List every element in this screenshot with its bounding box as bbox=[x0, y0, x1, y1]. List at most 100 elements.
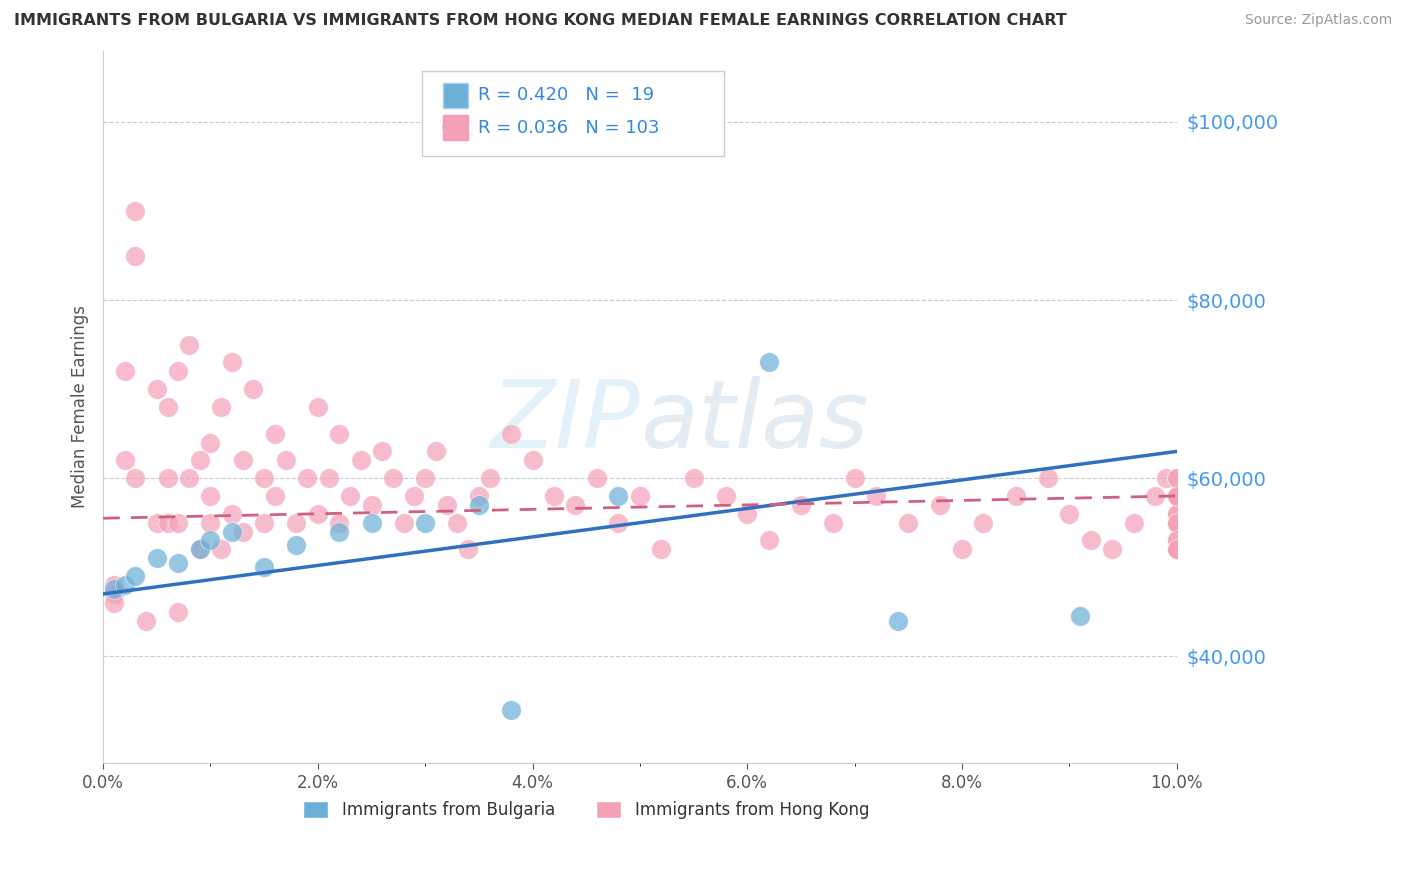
Point bbox=[468, 489, 491, 503]
Point bbox=[468, 498, 491, 512]
Point bbox=[499, 426, 522, 441]
Point bbox=[499, 703, 522, 717]
Point bbox=[167, 605, 190, 619]
Point bbox=[758, 355, 780, 369]
Point bbox=[124, 248, 146, 262]
Point bbox=[307, 400, 329, 414]
Point bbox=[436, 498, 458, 512]
Point bbox=[177, 337, 200, 351]
Point bbox=[1122, 516, 1144, 530]
Point bbox=[413, 471, 436, 485]
Point bbox=[628, 489, 651, 503]
Point bbox=[1166, 542, 1188, 557]
Point bbox=[1144, 489, 1167, 503]
Point bbox=[360, 498, 382, 512]
Point bbox=[103, 587, 125, 601]
Point bbox=[114, 578, 136, 592]
Point bbox=[103, 578, 125, 592]
Point bbox=[307, 507, 329, 521]
Point bbox=[188, 542, 211, 557]
Point bbox=[200, 516, 222, 530]
Point bbox=[586, 471, 609, 485]
Point bbox=[564, 498, 586, 512]
Point bbox=[1166, 507, 1188, 521]
Point bbox=[328, 426, 350, 441]
Point bbox=[1166, 542, 1188, 557]
Point bbox=[392, 516, 415, 530]
Point bbox=[1036, 471, 1059, 485]
Point bbox=[1101, 542, 1123, 557]
Point bbox=[1166, 507, 1188, 521]
Point bbox=[1166, 533, 1188, 548]
Point bbox=[543, 489, 565, 503]
Point bbox=[124, 471, 146, 485]
Point bbox=[371, 444, 394, 458]
Point bbox=[457, 542, 479, 557]
Point bbox=[295, 471, 318, 485]
Point bbox=[318, 471, 340, 485]
Point bbox=[897, 516, 920, 530]
Point bbox=[209, 542, 232, 557]
Point bbox=[135, 614, 157, 628]
Point bbox=[1166, 542, 1188, 557]
Point bbox=[264, 489, 287, 503]
Legend: Immigrants from Bulgaria, Immigrants from Hong Kong: Immigrants from Bulgaria, Immigrants fro… bbox=[297, 795, 876, 826]
Point bbox=[328, 516, 350, 530]
Point bbox=[950, 542, 973, 557]
Point bbox=[446, 516, 468, 530]
Point bbox=[253, 516, 276, 530]
Text: IMMIGRANTS FROM BULGARIA VS IMMIGRANTS FROM HONG KONG MEDIAN FEMALE EARNINGS COR: IMMIGRANTS FROM BULGARIA VS IMMIGRANTS F… bbox=[14, 13, 1067, 29]
Point bbox=[413, 516, 436, 530]
Point bbox=[607, 516, 630, 530]
Text: R = 0.036   N = 103: R = 0.036 N = 103 bbox=[478, 119, 659, 136]
Point bbox=[735, 507, 758, 521]
Point bbox=[114, 364, 136, 378]
Point bbox=[929, 498, 952, 512]
Point bbox=[1166, 516, 1188, 530]
Point bbox=[339, 489, 361, 503]
Point bbox=[285, 516, 308, 530]
Point bbox=[1154, 471, 1177, 485]
Point bbox=[328, 524, 350, 539]
Point bbox=[1166, 516, 1188, 530]
Point bbox=[221, 355, 243, 369]
Point bbox=[1166, 489, 1188, 503]
Point bbox=[650, 542, 672, 557]
Point bbox=[200, 533, 222, 548]
Point bbox=[253, 560, 276, 574]
Text: Source: ZipAtlas.com: Source: ZipAtlas.com bbox=[1244, 13, 1392, 28]
Point bbox=[1166, 542, 1188, 557]
Point bbox=[425, 444, 447, 458]
Point bbox=[1166, 489, 1188, 503]
Point bbox=[972, 516, 994, 530]
Point bbox=[1004, 489, 1026, 503]
Text: R = 0.420   N =  19: R = 0.420 N = 19 bbox=[478, 87, 654, 104]
Point bbox=[607, 489, 630, 503]
Point bbox=[1166, 516, 1188, 530]
Point bbox=[522, 453, 544, 467]
Text: ZIP: ZIP bbox=[491, 376, 640, 467]
Point bbox=[146, 516, 169, 530]
Point bbox=[103, 596, 125, 610]
Point bbox=[758, 533, 780, 548]
Point bbox=[1059, 507, 1081, 521]
Point bbox=[1166, 489, 1188, 503]
Text: atlas: atlas bbox=[640, 376, 868, 467]
Point bbox=[350, 453, 373, 467]
Point bbox=[264, 426, 287, 441]
Point bbox=[360, 516, 382, 530]
Point bbox=[209, 400, 232, 414]
Point bbox=[188, 542, 211, 557]
Point bbox=[124, 569, 146, 583]
Point bbox=[146, 382, 169, 396]
Point bbox=[382, 471, 405, 485]
Point bbox=[188, 453, 211, 467]
Point bbox=[404, 489, 426, 503]
Point bbox=[167, 516, 190, 530]
Point bbox=[478, 471, 501, 485]
Point bbox=[1166, 471, 1188, 485]
Point bbox=[1166, 489, 1188, 503]
Point bbox=[274, 453, 297, 467]
Point bbox=[1069, 609, 1091, 624]
Point bbox=[714, 489, 737, 503]
